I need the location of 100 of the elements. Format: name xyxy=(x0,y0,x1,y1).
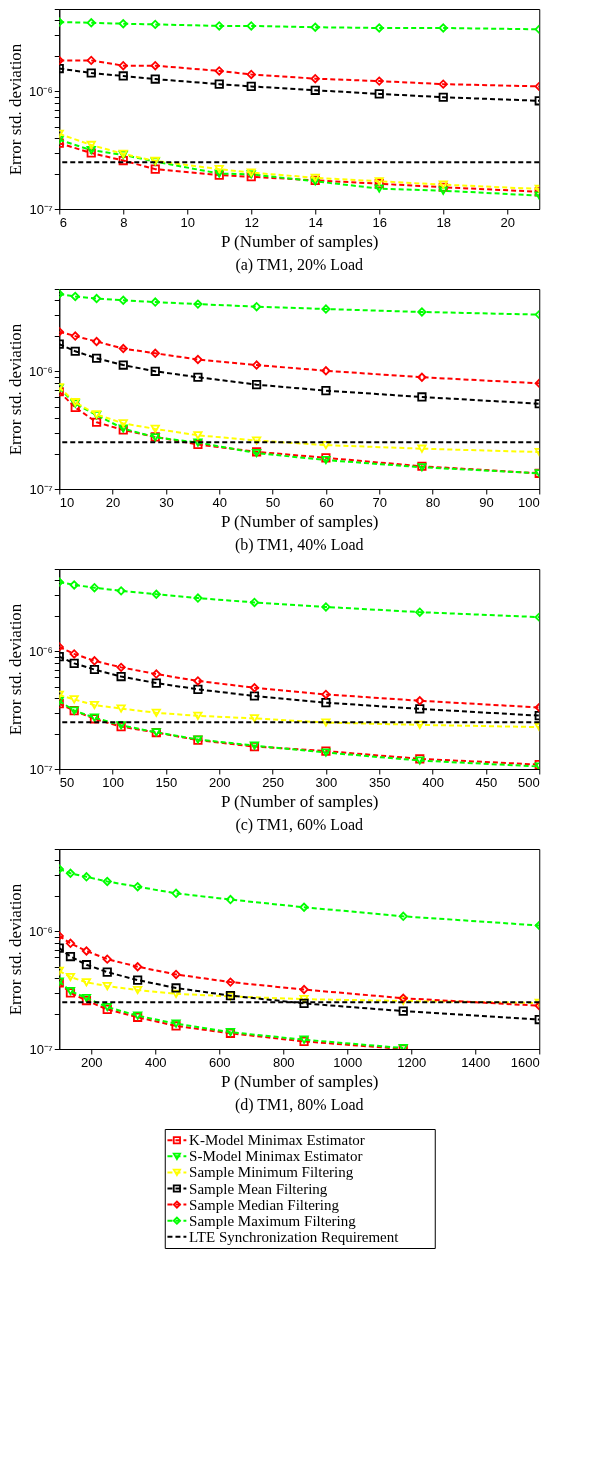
point xyxy=(251,380,262,390)
point xyxy=(133,975,143,985)
legend-label: Sample Median Filtering xyxy=(189,1196,340,1213)
point xyxy=(310,22,320,32)
point xyxy=(193,299,203,309)
point xyxy=(193,676,203,686)
point xyxy=(249,597,260,608)
point xyxy=(171,888,181,898)
point xyxy=(86,55,96,65)
point xyxy=(249,691,260,701)
point xyxy=(70,402,80,413)
point xyxy=(214,165,224,174)
point xyxy=(249,683,260,693)
x-tick-label: 100 xyxy=(102,774,124,790)
point xyxy=(374,89,384,99)
point xyxy=(150,366,160,376)
point xyxy=(81,978,92,987)
point xyxy=(70,331,80,341)
point xyxy=(150,424,160,434)
point xyxy=(150,348,160,358)
x-tick-label: 600 xyxy=(208,1054,231,1070)
x-tick-label: 300 xyxy=(315,774,338,790)
x-tick-label: 10 xyxy=(59,494,75,510)
x-tick-label: 50 xyxy=(59,774,75,790)
x-tick-label: 400 xyxy=(422,774,444,790)
point xyxy=(150,19,160,29)
point xyxy=(150,74,160,84)
point xyxy=(151,708,161,717)
point xyxy=(193,372,203,382)
point xyxy=(417,307,427,317)
legend-label: Sample Maximum Filtering xyxy=(189,1212,357,1229)
x-tick-label: 6 xyxy=(59,214,67,230)
point xyxy=(321,602,331,612)
point xyxy=(89,700,100,710)
point xyxy=(225,977,236,987)
point xyxy=(69,658,79,668)
y-tick-label: 10⁻⁷ xyxy=(29,761,54,777)
point xyxy=(438,79,448,89)
x-tick-label: 10 xyxy=(180,214,195,230)
x-tick-label: 40 xyxy=(212,494,227,510)
y-axis-title: Error std. deviation xyxy=(5,323,25,456)
point xyxy=(299,902,309,912)
point xyxy=(246,69,256,80)
y-tick-label: 10⁻⁷ xyxy=(29,481,54,497)
point xyxy=(321,440,331,450)
point xyxy=(118,71,128,81)
point xyxy=(133,985,143,995)
point xyxy=(171,969,181,980)
x-tick-label: 80 xyxy=(425,494,441,510)
point xyxy=(374,184,384,193)
point xyxy=(299,984,309,995)
point xyxy=(321,698,331,708)
x-axis-title: P (Number of samples) xyxy=(220,791,379,811)
point xyxy=(65,951,76,962)
point xyxy=(81,872,92,882)
x-axis-title: P (Number of samples) xyxy=(220,511,379,531)
point xyxy=(118,343,128,354)
legend-label: Sample Minimum Filtering xyxy=(189,1164,354,1181)
point xyxy=(116,662,126,672)
x-tick-label: 450 xyxy=(475,774,498,790)
point xyxy=(246,81,256,92)
legend-label: S-Model Minimax Estimator xyxy=(189,1148,363,1165)
point xyxy=(438,186,448,195)
point xyxy=(150,61,160,71)
point xyxy=(69,649,79,659)
point xyxy=(69,695,79,704)
point xyxy=(91,353,102,363)
point xyxy=(321,718,331,727)
text: (d) TM1, 80% Load xyxy=(234,1096,364,1114)
point xyxy=(171,983,181,993)
point xyxy=(249,714,260,723)
point xyxy=(415,704,425,714)
y-tick-label: 10⁻⁶ xyxy=(28,923,53,939)
point xyxy=(214,66,224,76)
y-tick-label: 10⁻⁶ xyxy=(28,83,53,99)
point xyxy=(65,972,76,982)
x-tick-label: 8 xyxy=(120,214,128,230)
point xyxy=(102,982,112,991)
point xyxy=(89,583,100,593)
point xyxy=(417,392,427,402)
y-axis-title: Error std. deviation xyxy=(5,883,25,1016)
point xyxy=(91,336,102,347)
point xyxy=(415,696,425,706)
point xyxy=(69,580,79,590)
y-tick-label: 10⁻⁶ xyxy=(28,363,53,379)
point xyxy=(118,155,128,166)
point xyxy=(246,21,256,31)
x-tick-label: 20 xyxy=(105,494,121,510)
x-tick-label: 200 xyxy=(208,774,231,790)
point xyxy=(116,586,126,596)
x-tick-label: 18 xyxy=(436,214,451,230)
point xyxy=(102,876,112,887)
point xyxy=(89,664,100,675)
x-tick-label: 60 xyxy=(319,494,334,510)
point xyxy=(102,954,112,964)
point xyxy=(150,297,160,307)
point xyxy=(118,419,128,428)
point xyxy=(193,711,203,720)
point xyxy=(193,354,203,365)
legend-label: K-Model Minimax Estimator xyxy=(189,1132,365,1149)
